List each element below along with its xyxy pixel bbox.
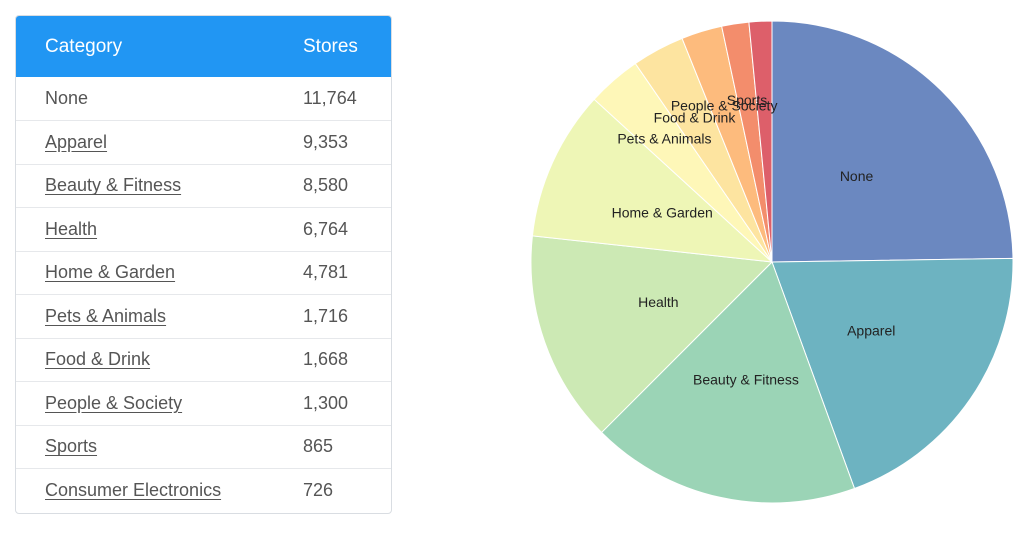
pie-slice-label: Health — [638, 294, 678, 310]
stores-cell: 9,353 — [303, 131, 349, 152]
category-cell[interactable]: Food & Drink — [16, 338, 303, 382]
stores-cell: 8,580 — [303, 175, 349, 196]
category-cell[interactable]: People & Society — [16, 382, 303, 426]
category-cell[interactable]: Home & Garden — [16, 251, 303, 295]
table-row: Food & Drink 1,668 — [16, 338, 391, 382]
pie-slice-label: Pets & Animals — [617, 130, 711, 146]
category-table-card: Category Stores None 11,764 Apparel 9,353 Be… — [15, 15, 392, 514]
pie-slice-label: Apparel — [847, 322, 895, 338]
category-header[interactable]: Category — [45, 35, 123, 57]
category-link[interactable]: Pets & Animals — [45, 305, 167, 326]
category-link[interactable]: Consumer Electronics — [45, 480, 222, 500]
stores-cell: 865 — [303, 436, 334, 457]
pie-slice[interactable] — [531, 98, 774, 263]
stores-header[interactable]: Stores — [303, 35, 358, 57]
category-link[interactable]: Home & Garden — [45, 262, 176, 283]
stores-cell: 726 — [303, 480, 334, 500]
stores-cell: 1,716 — [303, 305, 349, 326]
category-cell: None — [45, 88, 89, 108]
table-row: Sports 865 — [16, 425, 391, 469]
pie-slice-label: People & Society — [671, 97, 778, 113]
stores-cell: 11,764 — [303, 88, 357, 108]
table-row: None 11,764 — [16, 77, 391, 121]
pie-slice-label: Sports — [727, 92, 767, 108]
pie-slice[interactable] — [771, 257, 1014, 490]
pie-slice[interactable] — [771, 20, 1014, 263]
stores-cell: 1,668 — [303, 349, 349, 370]
table-row: Home & Garden 4,781 — [16, 251, 391, 295]
category-link[interactable]: Beauty & Fitness — [45, 175, 182, 196]
table-body: None 11,764 Apparel 9,353 Beauty & Fitness 8,… — [16, 77, 391, 512]
category-cell[interactable]: Pets & Animals — [16, 295, 303, 339]
table-row: People & Society 1,300 — [16, 381, 391, 426]
table-row: Apparel 9,353 — [16, 120, 391, 165]
table-header-row: Category Stores — [16, 16, 391, 77]
table-row: Beauty & Fitness 8,580 — [16, 164, 391, 208]
pie-slice-label: Beauty & Fitness — [693, 372, 799, 388]
pie-slice[interactable] — [530, 235, 774, 434]
table-row: Consumer Electronics 726 — [16, 468, 391, 513]
stores-pie-chart: None Apparel Beauty & Fitness Health Home & … — [530, 20, 1014, 504]
category-link[interactable]: Health — [45, 218, 98, 239]
category-link[interactable]: Apparel — [45, 131, 108, 152]
pie-slice-label: None — [840, 168, 874, 184]
pie-slice[interactable] — [748, 20, 773, 263]
stores-cell: 1,300 — [303, 392, 349, 413]
category-cell[interactable]: Sports — [16, 425, 303, 469]
stores-cell: 4,781 — [303, 262, 349, 283]
category-link[interactable]: Food & Drink — [45, 349, 151, 370]
category-link[interactable]: People & Society — [45, 392, 183, 413]
category-cell[interactable]: Health — [16, 208, 303, 252]
category-cell[interactable]: Apparel — [16, 121, 303, 165]
stores-cell: 6,764 — [303, 218, 349, 239]
category-cell[interactable]: Beauty & Fitness — [16, 164, 303, 208]
pie-slice-label: Home & Garden — [612, 204, 713, 220]
pie-slice[interactable] — [600, 261, 856, 504]
table-row: Health 6,764 — [16, 207, 391, 252]
category-table: Category Stores None 11,764 Apparel 9,353 Be… — [16, 16, 391, 512]
category-link[interactable]: Sports — [45, 436, 98, 457]
category-cell[interactable]: Consumer Electronics — [16, 469, 303, 513]
table-row: Pets & Animals 1,716 — [16, 294, 391, 339]
pie-slice-label: Food & Drink — [654, 110, 737, 126]
